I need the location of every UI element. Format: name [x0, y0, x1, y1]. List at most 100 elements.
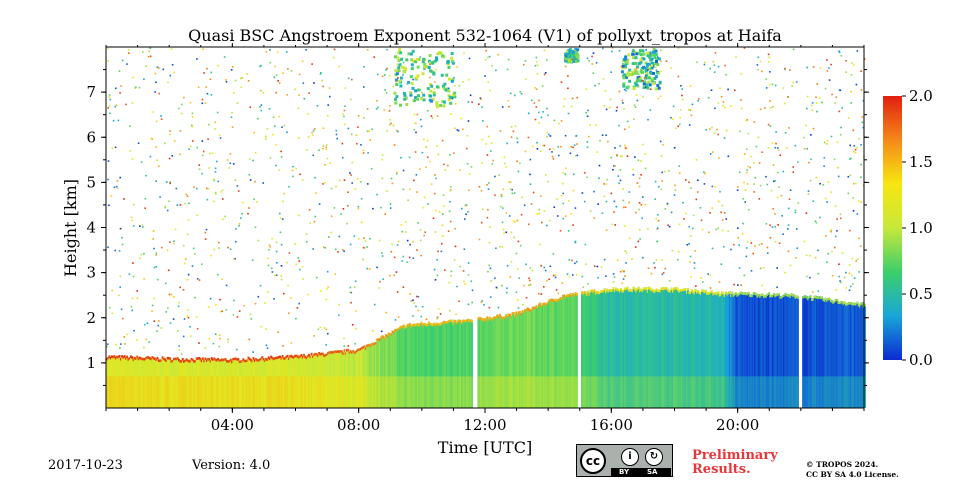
layer-top-edge [790, 293, 793, 296]
noise-dot [618, 124, 620, 127]
near-surface-band [438, 376, 441, 408]
cloud-pixel [400, 57, 404, 61]
noise-dot [109, 98, 112, 101]
noise-dot [834, 102, 836, 104]
layer-strip [477, 317, 480, 408]
near-surface-band [258, 376, 261, 408]
near-surface-band [414, 376, 417, 408]
layer-top-edge [815, 296, 818, 299]
near-surface-band [535, 376, 538, 408]
noise-dot [390, 177, 393, 180]
cloud-pixel [398, 48, 401, 52]
near-surface-band [471, 376, 473, 408]
noise-dot [626, 60, 628, 62]
noise-dot [560, 194, 563, 197]
layer-top-edge [491, 318, 494, 321]
noise-dot [349, 243, 352, 246]
near-surface-band [180, 376, 183, 408]
near-surface-band [827, 376, 830, 408]
layer-top-edge [143, 358, 146, 361]
layer-strip [831, 300, 834, 408]
cloud-pixel [428, 54, 432, 58]
noise-dot [183, 96, 185, 99]
layer-strip [810, 298, 813, 408]
near-surface-band [541, 376, 544, 408]
noise-dot [725, 129, 728, 132]
layer-top-edge [546, 301, 549, 305]
noise-dot [342, 156, 344, 159]
noise-dot [182, 289, 185, 291]
noise-dot [717, 102, 720, 104]
noise-dot [567, 75, 569, 77]
cloud-pixel [442, 87, 446, 91]
near-surface-band [213, 376, 216, 408]
noise-dot [854, 148, 857, 151]
noise-dot [513, 94, 516, 97]
layer-strip [660, 287, 663, 408]
noise-dot [321, 79, 323, 82]
near-surface-band [328, 376, 331, 408]
noise-dot [466, 147, 468, 150]
noise-dot [447, 164, 449, 167]
noise-dot [789, 189, 792, 191]
layer-strip [602, 289, 605, 408]
near-surface-band [464, 376, 467, 408]
near-surface-band [620, 376, 623, 408]
noise-dot [119, 347, 121, 349]
layer-top-edge [824, 297, 827, 301]
noise-dot [506, 264, 509, 267]
noise-dot [267, 291, 269, 293]
noise-dot [235, 228, 237, 230]
noise-dot [367, 152, 369, 154]
noise-dot [623, 84, 625, 87]
noise-dot [381, 255, 384, 257]
layer-top-edge [795, 295, 798, 298]
noise-dot [354, 342, 356, 345]
noise-dot [207, 123, 210, 126]
noise-dot [355, 327, 357, 330]
near-surface-band [565, 376, 568, 408]
layer-strip [418, 324, 420, 408]
noise-dot [695, 198, 698, 201]
noise-dot [169, 241, 171, 243]
cloud-pixel [654, 49, 658, 53]
cloud-pixel [450, 56, 454, 60]
noise-dot [660, 70, 662, 73]
near-surface-band [401, 376, 404, 408]
noise-dot [153, 297, 156, 300]
layer-top-edge [340, 350, 343, 353]
noise-dot [656, 240, 658, 243]
noise-dot [360, 221, 363, 224]
noise-dot [271, 237, 273, 240]
near-surface-band [276, 376, 279, 408]
layer-top-edge [694, 289, 697, 292]
layer-strip [703, 290, 706, 408]
noise-dot [319, 73, 322, 75]
cloud-pixel [445, 73, 449, 77]
layer-top-edge [169, 357, 172, 360]
layer-top-edge [303, 353, 305, 357]
noise-dot [123, 336, 126, 338]
noise-dot [400, 63, 402, 65]
layer-strip [697, 290, 700, 408]
noise-dot [622, 62, 624, 65]
cloud-pixel [450, 52, 454, 55]
cloud-pixel [647, 80, 651, 84]
layer-top-edge [554, 298, 557, 302]
layer-strip [377, 338, 380, 408]
noise-dot [746, 119, 749, 121]
near-surface-band [788, 376, 791, 408]
noise-dot [558, 154, 560, 157]
noise-dot [744, 153, 746, 155]
noise-dot [481, 300, 483, 302]
layer-top-edge [784, 292, 787, 296]
layer-top-edge [375, 342, 377, 345]
noise-dot [213, 200, 215, 203]
noise-dot [223, 56, 226, 58]
near-surface-band [495, 376, 497, 408]
noise-dot [525, 78, 527, 81]
noise-dot [737, 284, 739, 286]
y-tick-label: 1 [86, 354, 96, 372]
layer-top-edge [788, 294, 791, 297]
noise-dot [815, 222, 818, 224]
